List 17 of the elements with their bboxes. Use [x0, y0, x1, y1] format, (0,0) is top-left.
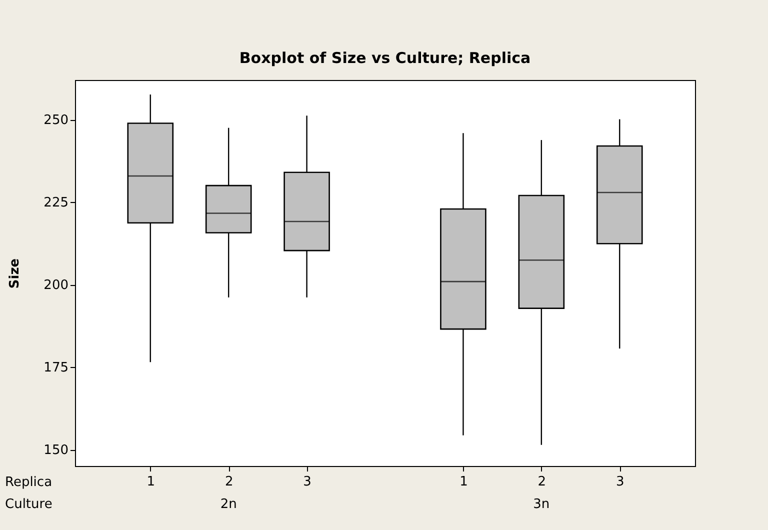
x-tick-label: 3 [616, 474, 624, 490]
y-tick-label: 200 [44, 278, 68, 294]
text: 3n [533, 497, 550, 512]
y-tick-label: 150 [44, 443, 68, 458]
x-tick-label: 2 [224, 474, 234, 490]
y-tick-label: 175 [44, 360, 68, 376]
chart-title: Boxplot of Size vs Culture; Replica [239, 49, 531, 67]
y-axis-title: Size [8, 258, 23, 289]
y-tick-label: 225 [44, 196, 68, 211]
text: Culture [5, 497, 52, 512]
text: 2n [220, 497, 237, 512]
text: Replica [5, 475, 52, 490]
x-tick-label: 3 [303, 474, 312, 490]
x-tick-label: 1 [460, 474, 468, 490]
y-tick-label: 250 [44, 113, 68, 128]
x-tick-label: 1 [146, 474, 156, 490]
x-tick-label: 2 [538, 474, 546, 490]
